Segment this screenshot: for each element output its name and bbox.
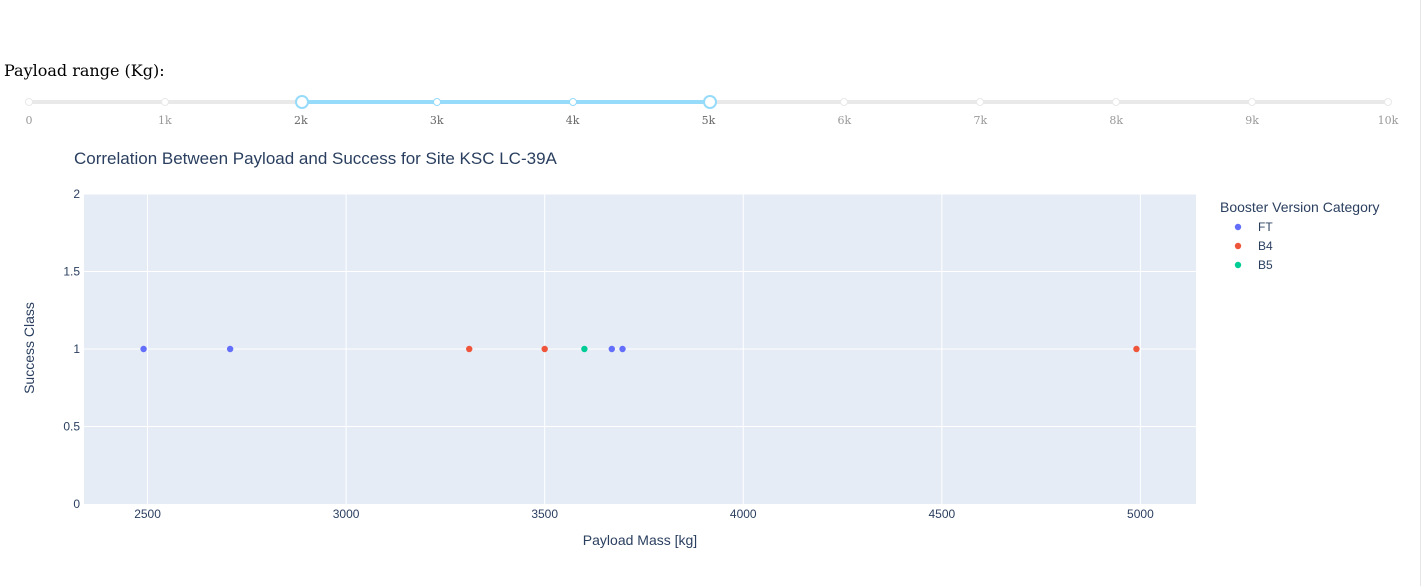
slider-mark-label: 10k <box>1377 114 1399 127</box>
slider-step-dot[interactable] <box>25 98 33 106</box>
legend-label: FT <box>1258 220 1273 234</box>
chart-title: Correlation Between Payload and Success … <box>74 149 558 168</box>
slider-step-dot[interactable] <box>432 98 441 106</box>
slider-step-dot[interactable] <box>1384 98 1392 106</box>
data-point-b4[interactable] <box>541 345 548 353</box>
slider-handle-max[interactable] <box>702 95 717 109</box>
data-points[interactable] <box>140 345 1140 353</box>
legend-item-b5[interactable]: B5 <box>1234 258 1273 272</box>
slider-mark-label: 3k <box>429 114 444 127</box>
slider-handle-min[interactable] <box>294 95 309 109</box>
x-axis-ticks: 2500 3000 3500 4000 4500 5000 <box>134 507 1154 521</box>
data-point-b4[interactable] <box>1133 345 1140 353</box>
payload-range-label: Payload range (Kg): <box>4 61 165 80</box>
legend-marker <box>1234 223 1242 231</box>
y-axis-label: Success Class <box>21 302 37 394</box>
data-point-b4[interactable] <box>466 345 473 353</box>
y-tick-label: 0.5 <box>63 420 80 434</box>
legend-title: Booster Version Category <box>1220 199 1380 215</box>
slider-mark-label: 1k <box>158 114 172 127</box>
x-tick-label: 5000 <box>1127 507 1154 521</box>
y-tick-label: 1.5 <box>63 265 80 279</box>
slider-mark-label: 6k <box>837 114 852 127</box>
slider-mark-label: 8k <box>1109 114 1124 127</box>
data-point-b5[interactable] <box>581 345 588 353</box>
slider-mark-label: 2k <box>293 114 308 127</box>
y-tick-label: 2 <box>73 187 80 201</box>
grid-lines <box>84 193 1196 504</box>
x-tick-label: 4000 <box>730 507 757 521</box>
legend-item-ft[interactable]: FT <box>1234 220 1274 234</box>
legend-label: B4 <box>1258 239 1273 253</box>
legend-marker <box>1234 261 1242 269</box>
legend-label: B5 <box>1258 258 1273 272</box>
x-tick-label: 2500 <box>134 507 161 521</box>
payload-range-slider[interactable]: 0 1k 2k 3k 4k 5k 6k 7k 8k 9k 10k <box>0 88 1420 128</box>
data-point-ft[interactable] <box>619 345 626 353</box>
legend[interactable]: Booster Version Category FT B4 B5 <box>1220 199 1380 272</box>
y-tick-label: 1 <box>73 342 80 356</box>
slider-step-dot[interactable] <box>160 98 169 106</box>
slider-selected-range[interactable] <box>300 100 709 104</box>
slider-mark-label: 5k <box>701 114 716 127</box>
slider-step-dot[interactable] <box>568 98 577 106</box>
x-tick-label: 3000 <box>333 507 360 521</box>
y-axis-ticks: 0 0.5 1 1.5 2 <box>63 187 80 511</box>
x-tick-label: 4500 <box>928 507 955 521</box>
data-point-ft[interactable] <box>608 345 616 353</box>
legend-item-b4[interactable]: B4 <box>1234 239 1273 253</box>
legend-marker <box>1234 242 1242 250</box>
x-axis-label: Payload Mass [kg] <box>583 532 697 548</box>
slider-step-dot[interactable] <box>976 98 985 106</box>
page-edge <box>1420 0 1421 586</box>
slider-step-dot[interactable] <box>840 98 849 106</box>
slider-step-dot[interactable] <box>1248 98 1257 106</box>
data-point-ft[interactable] <box>140 345 147 353</box>
slider-mark-label: 4k <box>565 114 580 127</box>
payload-success-scatter-chart: Correlation Between Payload and Success … <box>21 149 1380 548</box>
slider-mark-label: 9k <box>1245 114 1259 127</box>
slider-step-dot[interactable] <box>1112 98 1121 106</box>
slider-mark-label: 0 <box>25 114 33 127</box>
slider-mark-label: 7k <box>973 114 988 127</box>
x-tick-label: 3500 <box>531 507 558 521</box>
y-tick-label: 0 <box>73 497 80 511</box>
data-point-ft[interactable] <box>226 345 234 353</box>
